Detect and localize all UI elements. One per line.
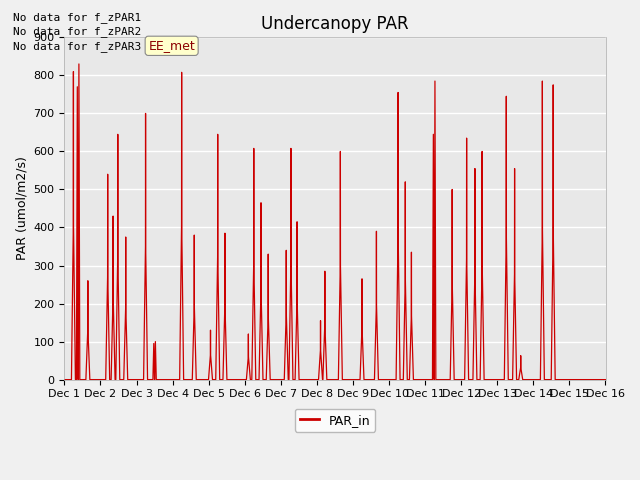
Text: No data for f_zPAR3: No data for f_zPAR3 [13, 41, 141, 52]
Y-axis label: PAR (umol/m2/s): PAR (umol/m2/s) [15, 156, 28, 261]
Text: No data for f_zPAR1: No data for f_zPAR1 [13, 12, 141, 23]
Text: EE_met: EE_met [148, 39, 195, 52]
Legend: PAR_in: PAR_in [295, 408, 375, 432]
Text: No data for f_zPAR2: No data for f_zPAR2 [13, 26, 141, 37]
Title: Undercanopy PAR: Undercanopy PAR [261, 15, 409, 33]
